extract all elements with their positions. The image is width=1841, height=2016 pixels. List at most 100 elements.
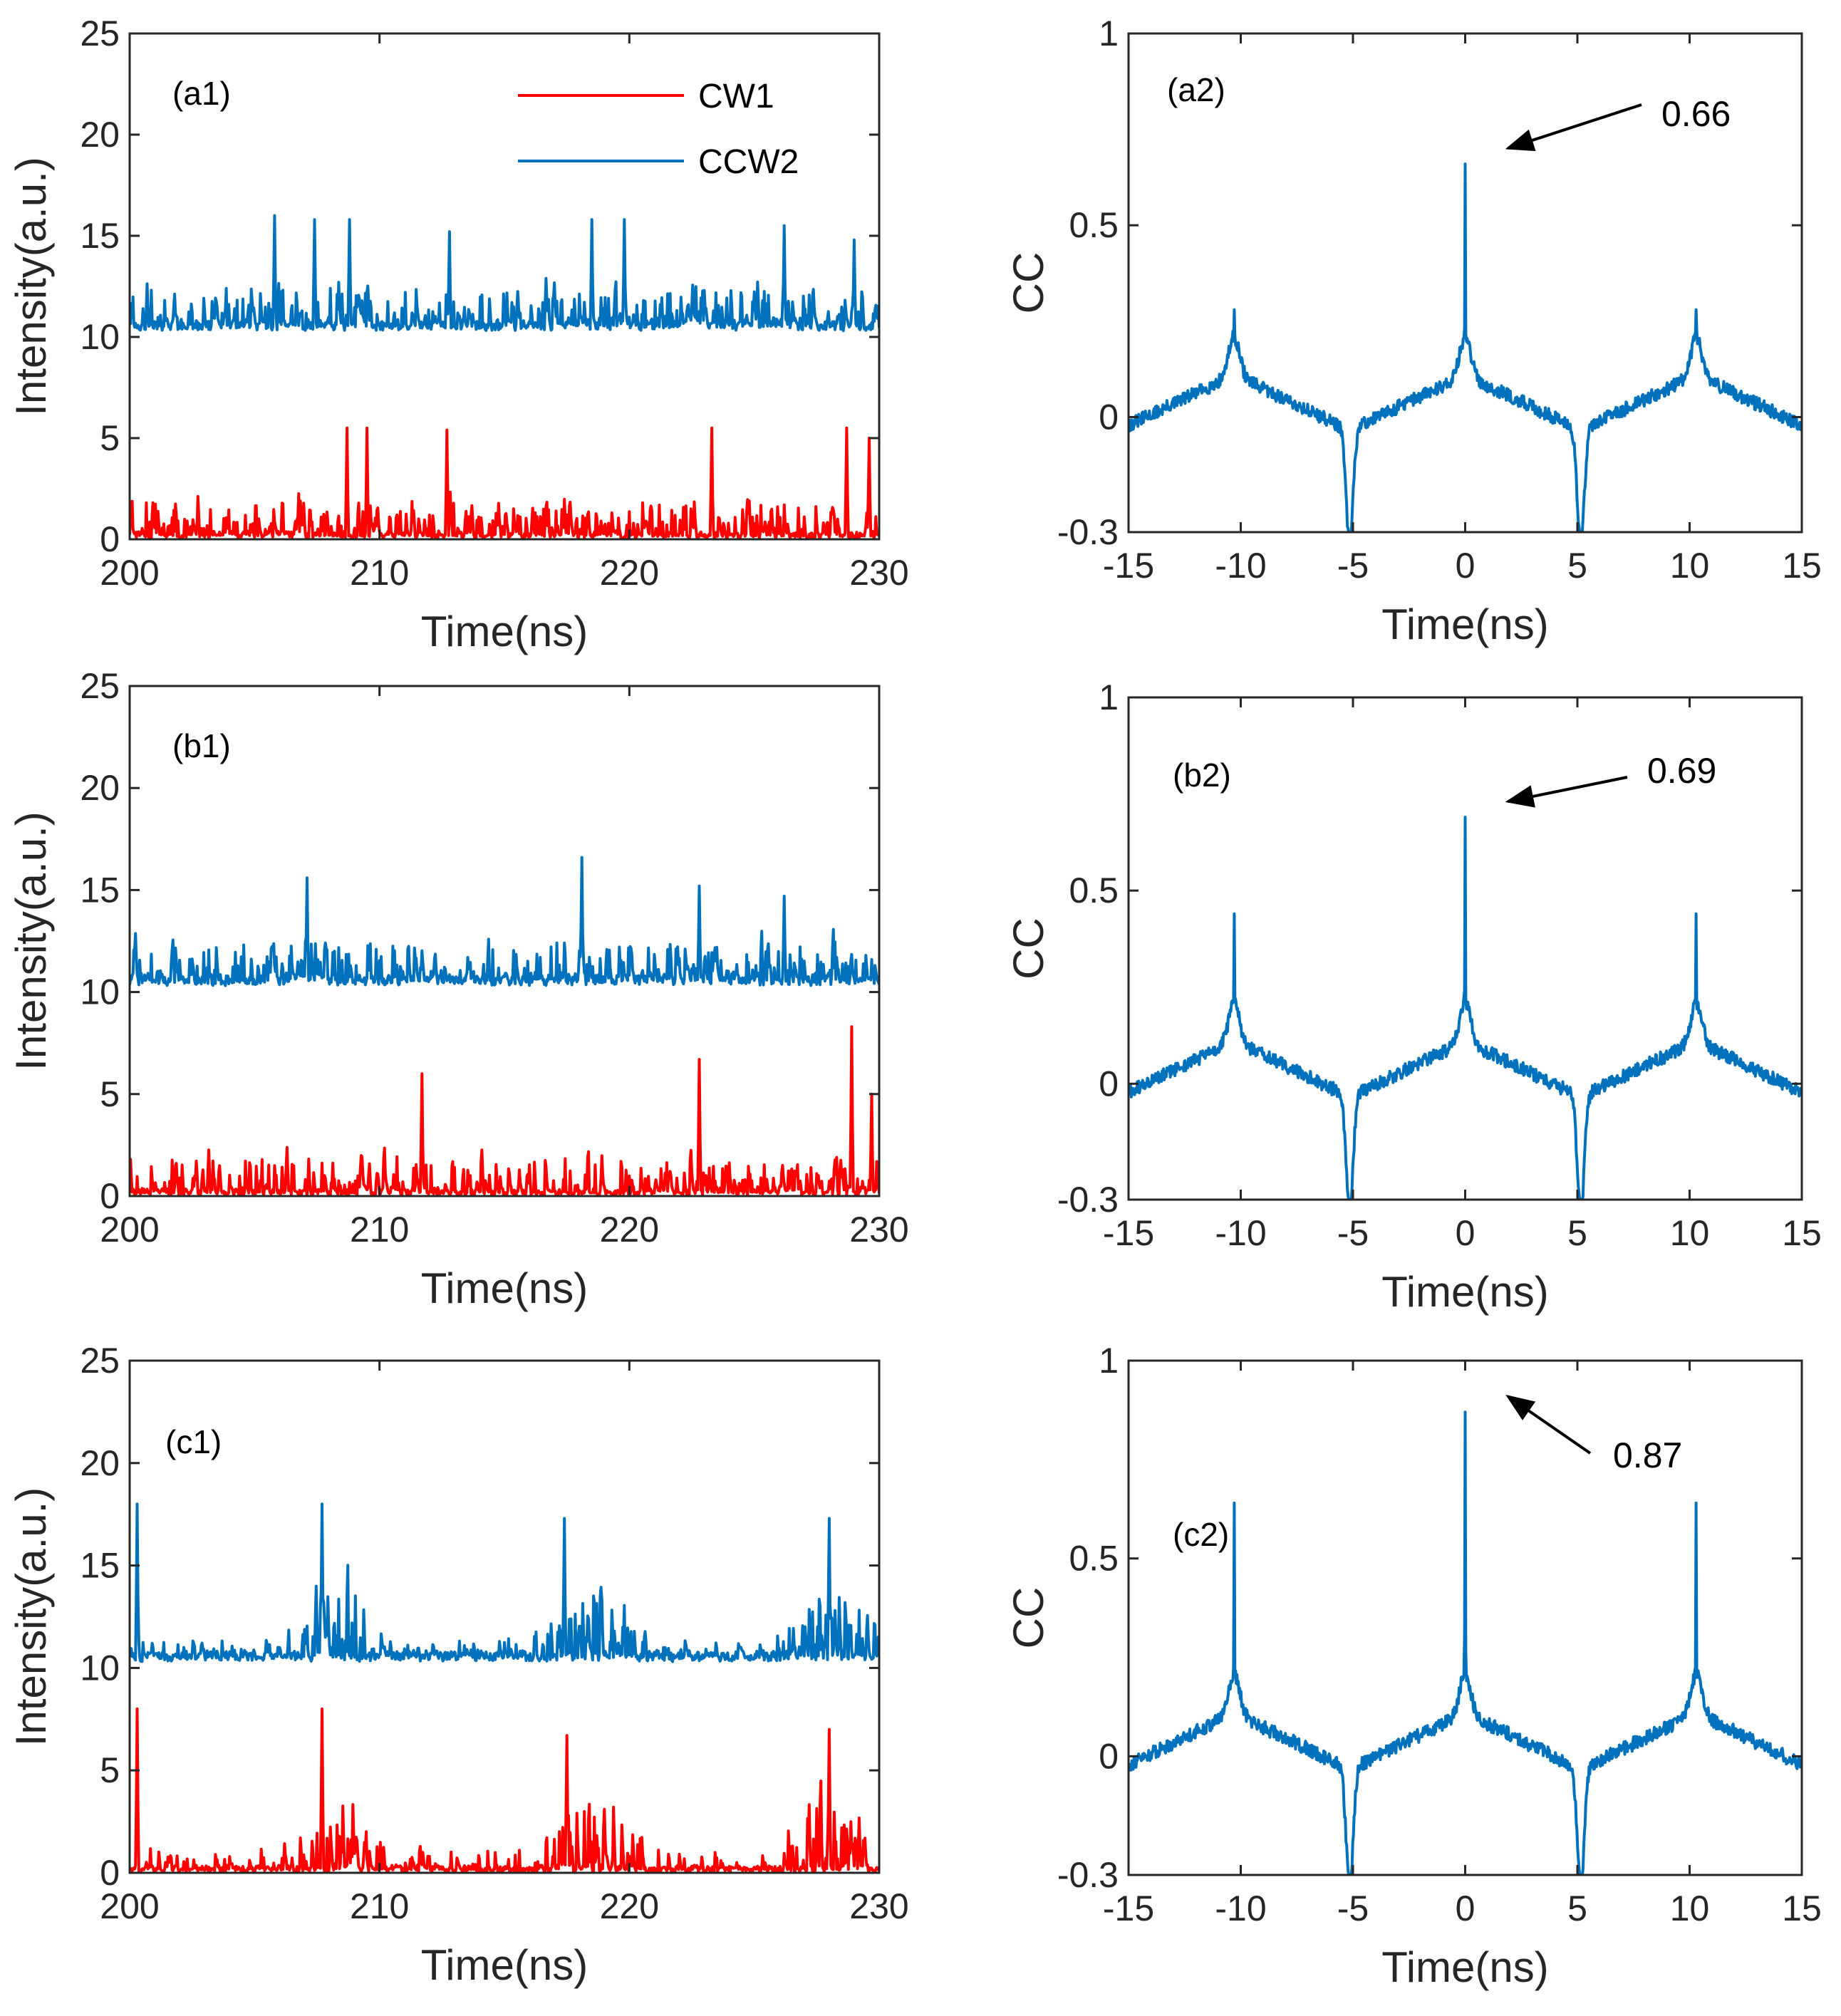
x-tick-label-b2: 10: [1670, 1213, 1710, 1253]
y-axis-label-b2: CC: [1005, 918, 1052, 980]
y-axis-label-a1: Intensity(a.u.): [7, 157, 55, 416]
axes-box-a1: [128, 32, 881, 541]
x-tick-label-b1: 200: [100, 1210, 159, 1249]
annotation-arrow-a2: [1505, 103, 1642, 152]
series-line-b2-cc: [1129, 816, 1802, 1200]
x-tick-label-a2: 10: [1670, 546, 1710, 586]
panel-label-a1: (a1): [172, 75, 231, 112]
annotation-arrow-c2: [1505, 1394, 1592, 1455]
x-axis-label-b2: Time(ns): [1381, 1268, 1548, 1316]
series-line-c2-cc: [1129, 1410, 1802, 1875]
y-tick-label-b1: 20: [80, 768, 120, 808]
x-tick-label-c2: -5: [1337, 1888, 1369, 1928]
y-tick-label-b2: -0.3: [1057, 1180, 1119, 1220]
x-tick-label-a1: 200: [100, 553, 159, 593]
x-tick-label-c1: 230: [849, 1886, 908, 1926]
x-tick-label-c2: -15: [1103, 1888, 1154, 1928]
y-tick-label-a2: 1: [1099, 14, 1119, 53]
y-tick-label-a2: 0.5: [1069, 205, 1119, 245]
series-line-c1-ccw2: [130, 1502, 879, 1663]
axes-box-c1: [128, 1359, 881, 1874]
y-tick-label-a1: 15: [80, 216, 120, 256]
x-tick-label-a1: 230: [849, 553, 908, 593]
y-tick-label-b1: 0: [100, 1176, 120, 1216]
x-tick-label-b1: 230: [849, 1210, 908, 1249]
y-tick-label-b1: 10: [80, 972, 120, 1012]
series-line-a2-cc: [1129, 162, 1802, 532]
x-tick-label-a2: 0: [1456, 546, 1476, 586]
y-tick-label-c1: 25: [80, 1341, 120, 1381]
series-line-b1-cw1: [130, 1025, 879, 1196]
axes-box-b1: [128, 685, 881, 1197]
annotation-label-c2: 0.87: [1613, 1435, 1682, 1475]
y-tick-label-a1: 5: [100, 418, 120, 458]
panel-b1: 200 210 220 230 0 5 10 15 20 25 Time(ns) Intensity(…: [7, 666, 909, 1312]
y-tick-label-a1: 10: [80, 317, 120, 357]
x-tick-label-a2: -5: [1337, 546, 1369, 586]
y-tick-label-a1: 0: [100, 519, 120, 559]
annotation-b2: 0.69: [1505, 751, 1716, 808]
y-tick-label-b1: 5: [100, 1074, 120, 1114]
annotation-c2: 0.87: [1505, 1394, 1682, 1475]
x-tick-label-c2: 15: [1782, 1888, 1822, 1928]
panel-label-a2: (a2): [1167, 71, 1225, 108]
y-tick-label-b1: 25: [80, 666, 120, 706]
legend-label-cw1: CW1: [698, 78, 774, 115]
panel-label-b2: (b2): [1173, 757, 1231, 794]
x-tick-label-c1: 200: [100, 1886, 159, 1926]
x-tick-label-b2: 5: [1567, 1213, 1587, 1253]
y-axis-label-b1: Intensity(a.u.): [7, 811, 55, 1071]
panel-c1: 200 210 220 230 0 5 10 15 20 25 Time(ns) Intensity(…: [7, 1341, 909, 1989]
x-tick-label-b1: 210: [350, 1210, 409, 1249]
panels: 200 210 220 2300510152025Time(ns)Intensity(…: [7, 14, 1822, 1991]
annotation-label-a2: 0.66: [1661, 94, 1731, 134]
x-tick-label-c2: 0: [1456, 1888, 1476, 1928]
panel-c2: -15 -10 -5 0 5 10 15 -0.3 0 0.5 1 Time(ns) CC (c2) 0.8…: [1005, 1341, 1822, 1991]
x-tick-label-b2: 0: [1456, 1213, 1476, 1253]
x-tick-label-c2: -10: [1215, 1888, 1266, 1928]
y-tick-label-b2: 1: [1099, 677, 1119, 717]
y-axis-label-c2: CC: [1005, 1587, 1052, 1649]
y-tick-label-b2: 0.5: [1069, 871, 1119, 910]
y-tick-label-a1: 25: [80, 14, 120, 53]
annotation-label-b2: 0.69: [1647, 751, 1716, 791]
x-tick-label-a2: 15: [1782, 546, 1822, 586]
y-tick-label-c1: 0: [100, 1853, 120, 1893]
annotation-arrow-b2: [1505, 776, 1628, 808]
panel-b2: -15 -10 -5 0 5 10 15 -0.3 0 0.5 1 Time(ns) CC (b2) 0.6…: [1005, 677, 1822, 1316]
x-tick-label-a1: 210: [350, 553, 409, 593]
panel-a2: -15 -10 -5 0 5 10 15 -0.3 0 0.5 1 Time(ns) CC (a2) 0.6…: [1005, 14, 1822, 648]
y-tick-label-c2: 1: [1099, 1341, 1119, 1381]
series-line-a1-cw1: [130, 426, 879, 539]
x-axis-label-c1: Time(ns): [421, 1941, 588, 1989]
y-tick-label-c2: 0.5: [1069, 1539, 1119, 1579]
legend-a1: CW1 CCW2: [518, 78, 799, 181]
x-tick-label-b2: -10: [1215, 1213, 1266, 1253]
x-tick-label-c1: 220: [600, 1886, 659, 1926]
panel-label-b1: (b1): [172, 727, 231, 764]
x-axis-label-b1: Time(ns): [421, 1264, 588, 1312]
y-tick-label-a2: -0.3: [1057, 512, 1119, 552]
y-tick-label-b1: 15: [80, 870, 120, 910]
x-tick-label-a2: -10: [1215, 546, 1266, 586]
x-tick-label-a1: 220: [600, 553, 659, 593]
x-axis-label-a2: Time(ns): [1381, 601, 1548, 648]
x-tick-label-c2: 10: [1670, 1888, 1710, 1928]
x-tick-label-a2: -15: [1103, 546, 1154, 586]
y-tick-label-c1: 5: [100, 1750, 120, 1790]
series-line-a1-ccw2: [130, 214, 879, 333]
y-axis-label-c1: Intensity(a.u.): [7, 1487, 55, 1747]
panel-label-c2: (c2): [1173, 1516, 1229, 1553]
panel-label-c1: (c1): [165, 1423, 222, 1460]
y-tick-label-a2: 0: [1099, 397, 1119, 437]
x-tick-label-b2: -15: [1103, 1213, 1154, 1253]
y-tick-label-c2: 0: [1099, 1736, 1119, 1776]
x-tick-label-c1: 210: [350, 1886, 409, 1926]
panel-a1: 200 210 220 230 0 5 10 15 20 25 Time(ns) Intensity(…: [7, 14, 909, 655]
x-axis-label-c2: Time(ns): [1381, 1943, 1548, 1991]
annotation-a2: 0.66: [1505, 94, 1731, 152]
x-tick-label-c2: 5: [1567, 1888, 1587, 1928]
series-line-b1-ccw2: [130, 856, 879, 987]
